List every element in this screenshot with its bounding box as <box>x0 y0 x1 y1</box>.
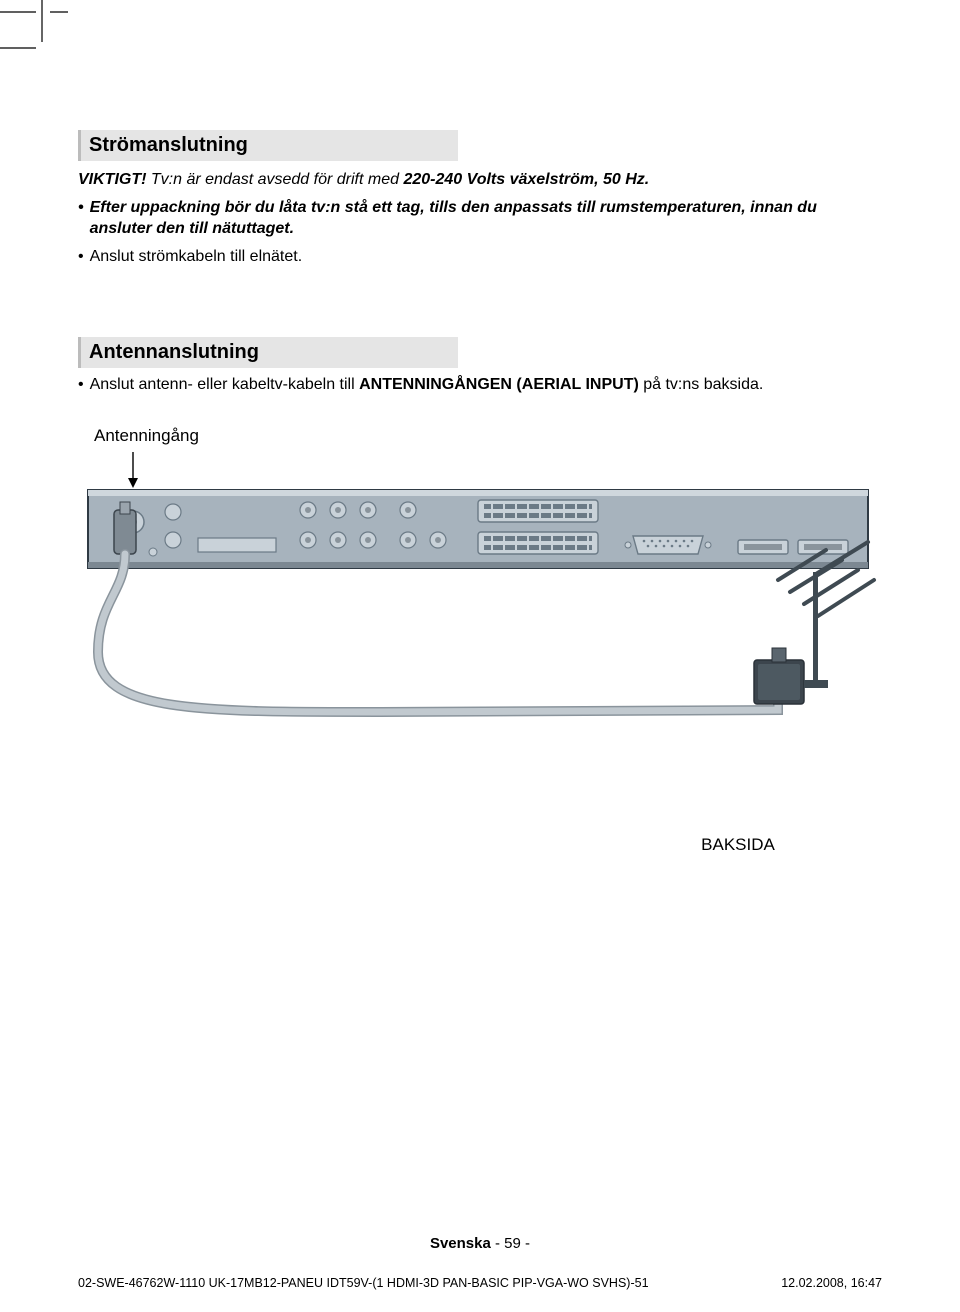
bullet-unpack: • Efter uppackning bör du låta tv:n stå … <box>78 197 878 240</box>
rear-label: BAKSIDA <box>598 835 878 855</box>
bullet-connect-power: • Anslut strömkabeln till elnätet. <box>78 246 878 268</box>
footer-timestamp: 12.02.2008, 16:47 <box>781 1276 882 1290</box>
important-line: VIKTIGT! Tv:n är endast avsedd för drift… <box>78 169 878 191</box>
section-heading-power: Strömanslutning <box>78 130 458 161</box>
bullet1-text: Efter uppackning bör du låta tv:n stå et… <box>90 197 878 240</box>
heading-text: Antennanslutning <box>89 341 259 363</box>
section-heading-antenna: Antennanslutning <box>78 337 458 368</box>
bullet2-text: Anslut strömkabeln till elnätet. <box>90 246 878 268</box>
bullet-antenna-text: Anslut antenn- eller kabeltv-kabeln till… <box>90 374 878 396</box>
antenna-post: på tv:ns baksida. <box>639 376 764 393</box>
bullet-dot-icon: • <box>78 374 84 396</box>
bullet-dot-icon: • <box>78 197 84 240</box>
heading-text: Strömanslutning <box>89 134 248 156</box>
footer-doc-id: 02-SWE-46762W-1110 UK-17MB12-PANEU IDT59… <box>78 1276 649 1290</box>
antenna-pre: Anslut antenn- eller kabeltv-kabeln till <box>90 376 359 393</box>
footer-page: - 59 - <box>491 1235 530 1252</box>
bullet-antenna: • Anslut antenn- eller kabeltv-kabeln ti… <box>78 374 878 396</box>
antenna-bold: ANTENNINGÅNGEN (AERIAL INPUT) <box>359 376 639 393</box>
page-footer-center: Svenska - 59 - <box>0 1235 960 1252</box>
antenna-input-label: Antenningång <box>94 426 878 446</box>
footer-lang: Svenska <box>430 1235 491 1252</box>
important-bold: 220-240 Volts växelström, 50 Hz. <box>403 171 649 188</box>
important-label: VIKTIGT! <box>78 171 146 188</box>
rear-panel-diagram <box>78 452 878 817</box>
bullet-dot-icon: • <box>78 246 84 268</box>
page-footer-line: 02-SWE-46762W-1110 UK-17MB12-PANEU IDT59… <box>78 1276 882 1290</box>
crop-marks <box>0 0 80 70</box>
important-text: Tv:n är endast avsedd för drift med <box>146 171 403 188</box>
